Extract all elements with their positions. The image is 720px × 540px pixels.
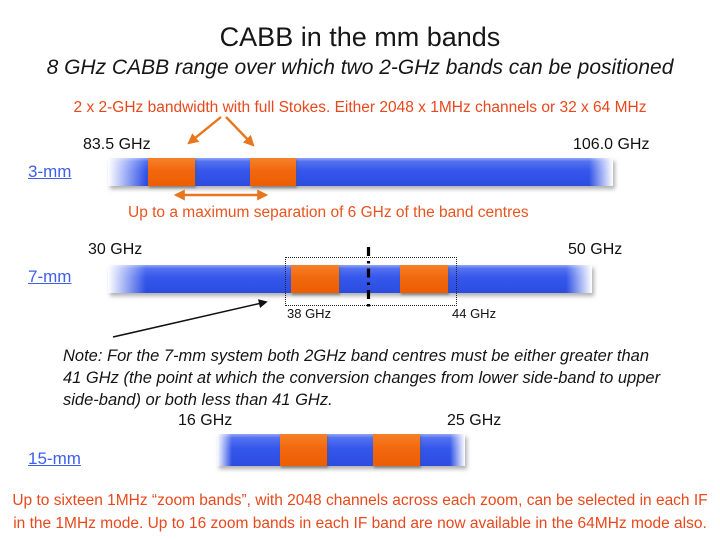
annotation-arrow-left <box>187 116 222 145</box>
subband-segment-7mm-2 <box>400 265 448 293</box>
subband-segment-15mm-1 <box>280 434 327 466</box>
freq-label-15mm-start: 16 GHz <box>178 412 233 429</box>
footnote-line-1: Up to sixteen 1MHz “zoom bands”, with 20… <box>12 492 708 509</box>
subband-segment-3mm-1 <box>148 158 195 186</box>
zoom-bands-footnote: Up to sixteen 1MHz “zoom bands”, with 20… <box>0 489 720 535</box>
note-pointer-arrow <box>112 299 268 338</box>
freq-label-box-start: 38 GHz <box>287 306 332 321</box>
note-line-2: 41 GHz (the point at which the conversio… <box>63 369 661 387</box>
band-bar-7mm <box>108 265 592 293</box>
freq-label-3mm-start: 83.5 GHz <box>83 136 151 153</box>
page-title: CABB in the mm bands <box>219 22 501 52</box>
footnote-line-2: in the 1MHz mode. Up to 16 zoom bands in… <box>13 515 707 532</box>
freq-label-7mm-end: 50 GHz <box>568 241 623 258</box>
page-subtitle: 8 GHz CABB range over which two 2-GHz ba… <box>46 56 674 79</box>
band-bar-3mm <box>108 158 613 186</box>
annotation-arrow-right <box>225 116 255 147</box>
note-line-1: Note: For the 7-mm system both 2GHz band… <box>63 347 650 365</box>
band-link-7mm[interactable]: 7-mm <box>28 267 72 286</box>
band-link-3mm[interactable]: 3-mm <box>28 162 72 181</box>
tuning-range-box <box>285 257 457 306</box>
note-7mm: Note: For the 7-mm system both 2GHz band… <box>63 345 660 411</box>
freq-label-7mm-start: 30 GHz <box>88 241 143 258</box>
freq-label-15mm-end: 25 GHz <box>447 412 502 429</box>
freq-label-box-end: 44 GHz <box>452 306 497 321</box>
freq-label-3mm-end: 106.0 GHz <box>573 136 650 153</box>
subband-segment-7mm-1 <box>291 265 339 293</box>
bandwidth-annotation: 2 x 2-GHz bandwidth with full Stokes. Ei… <box>73 99 647 116</box>
subband-segment-15mm-2 <box>373 434 420 466</box>
band-link-15mm[interactable]: 15-mm <box>28 449 81 468</box>
subband-segment-3mm-2 <box>250 158 296 186</box>
band-bar-15mm <box>217 434 465 466</box>
note-line-3: side-band) or both less than 41 GHz. <box>63 391 333 409</box>
separation-annotation: Up to a maximum separation of 6 GHz of t… <box>128 204 529 221</box>
